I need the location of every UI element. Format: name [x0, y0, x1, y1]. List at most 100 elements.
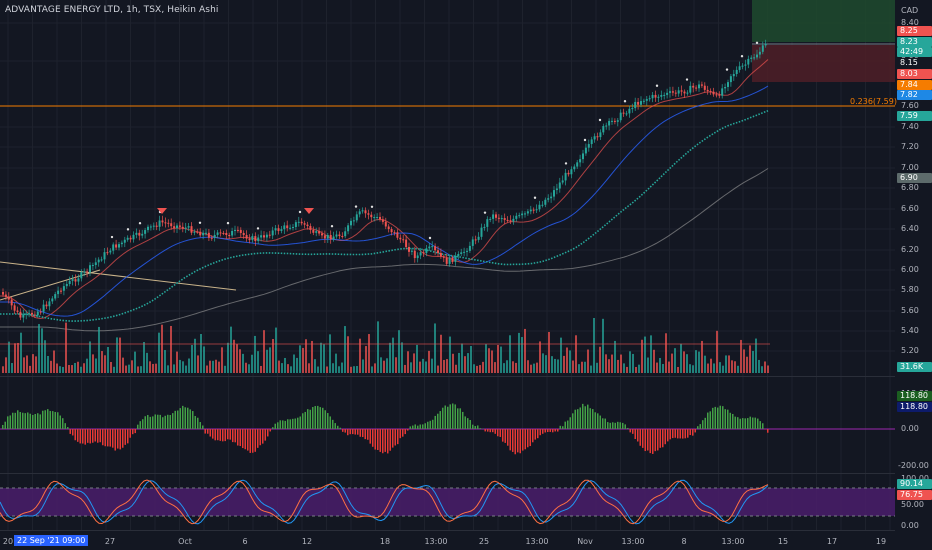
volume-bar: [689, 364, 691, 373]
candle-body: [36, 311, 39, 316]
candle-body: [747, 58, 750, 65]
macd-bar: [419, 424, 421, 429]
volume-bar: [32, 354, 34, 373]
macd-bar: [637, 429, 639, 442]
macd-bar: [347, 429, 349, 436]
signal-dot: [138, 222, 142, 225]
volume-bar: [398, 330, 400, 373]
trendline-1[interactable]: [0, 261, 237, 291]
candle-body: [506, 219, 509, 221]
macd-bar: [562, 426, 564, 429]
candle-body: [451, 257, 454, 262]
macd-bar: [242, 429, 244, 449]
macd-bar: [247, 429, 249, 451]
volume-bar: [68, 365, 70, 373]
candle-body: [332, 236, 335, 240]
long-position-target-zone[interactable]: [752, 0, 895, 42]
chart-title[interactable]: ADVANTAGE ENERGY LTD, 1h, TSX, Heikin As…: [5, 5, 219, 15]
candle-body: [347, 225, 350, 232]
volume-bar: [344, 326, 346, 373]
macd-bar: [684, 429, 686, 439]
candle-body: [268, 234, 271, 236]
volume-bar: [122, 357, 124, 373]
macd-bar: [227, 429, 229, 440]
volume-bar: [566, 347, 568, 373]
macd-bar: [579, 407, 581, 429]
macd-bar: [19, 412, 21, 429]
macd-bar: [244, 429, 246, 450]
price-axis-label: 5.80: [901, 285, 919, 294]
candle-body: [558, 182, 561, 189]
candle-body: [712, 91, 715, 95]
candle-body: [19, 311, 22, 318]
price-axis-label: 6.20: [901, 245, 919, 254]
macd-bar: [412, 425, 414, 429]
candle-body: [753, 57, 756, 59]
volume-bar: [248, 364, 250, 373]
macd-bar: [169, 415, 171, 429]
price-tag-target: 8.25: [897, 26, 932, 36]
stoch-band: [0, 488, 895, 516]
candle-body: [463, 251, 466, 253]
volume-bar: [527, 360, 529, 373]
candle-body: [761, 45, 764, 52]
signal-dot: [655, 84, 659, 87]
candle-body: [431, 246, 434, 248]
candle-body: [254, 236, 257, 242]
moving-averages: [0, 59, 769, 332]
pane-separator-macd[interactable]: [0, 376, 895, 377]
macd-bar: [157, 414, 159, 429]
candle-body: [402, 239, 405, 241]
pane-separator-stoch[interactable]: [0, 473, 895, 474]
candle-body: [234, 229, 236, 231]
volume-bar: [755, 338, 757, 373]
volume-bar: [5, 357, 7, 373]
candle-body: [51, 298, 54, 302]
price-tag-last: 8.23: [897, 37, 932, 47]
time-axis-label: 8: [681, 537, 687, 546]
macd-bar: [742, 418, 744, 429]
signal-dot: [564, 162, 568, 165]
volume-bar: [365, 346, 367, 373]
macd-bar: [189, 409, 191, 429]
macd-bar: [767, 429, 769, 433]
volume-bar: [20, 332, 22, 373]
candle-body: [97, 259, 100, 263]
time-axis-label: 18: [379, 537, 391, 546]
macd-bar: [142, 419, 144, 429]
signal-dot: [740, 55, 744, 58]
candle-body: [280, 229, 283, 231]
time-axis-label: 17: [826, 537, 838, 546]
candle-body: [515, 215, 518, 219]
volume-bar: [374, 363, 376, 373]
macd-bar: [692, 429, 694, 436]
candle-body: [286, 225, 289, 229]
macd-bar: [84, 429, 86, 445]
candle-body: [466, 250, 468, 252]
macd-bar: [47, 409, 49, 429]
volume-bar: [593, 317, 595, 373]
macd-bar: [239, 429, 241, 447]
macd-bar: [117, 429, 119, 449]
long-position-stop-zone[interactable]: [752, 45, 895, 82]
candle-body: [323, 235, 326, 239]
macd-bar: [344, 429, 346, 433]
volume-bar: [200, 334, 202, 373]
macd-bar: [74, 429, 76, 441]
signal-dot: [226, 221, 230, 225]
signal-dot: [126, 228, 130, 231]
candle-body: [576, 162, 579, 167]
volume-bar: [620, 354, 622, 373]
time-axis-label: 6: [242, 537, 248, 546]
candle-body: [509, 220, 512, 222]
volume-bar: [302, 347, 304, 373]
candle-body: [283, 225, 286, 230]
trendline-2[interactable]: [0, 269, 101, 301]
macd-bar: [429, 420, 431, 429]
macd-bar: [397, 429, 399, 445]
candle-body: [338, 234, 341, 237]
candle-body: [2, 292, 4, 295]
candle-body: [321, 233, 323, 236]
price-axis-label: 7.00: [901, 163, 919, 172]
